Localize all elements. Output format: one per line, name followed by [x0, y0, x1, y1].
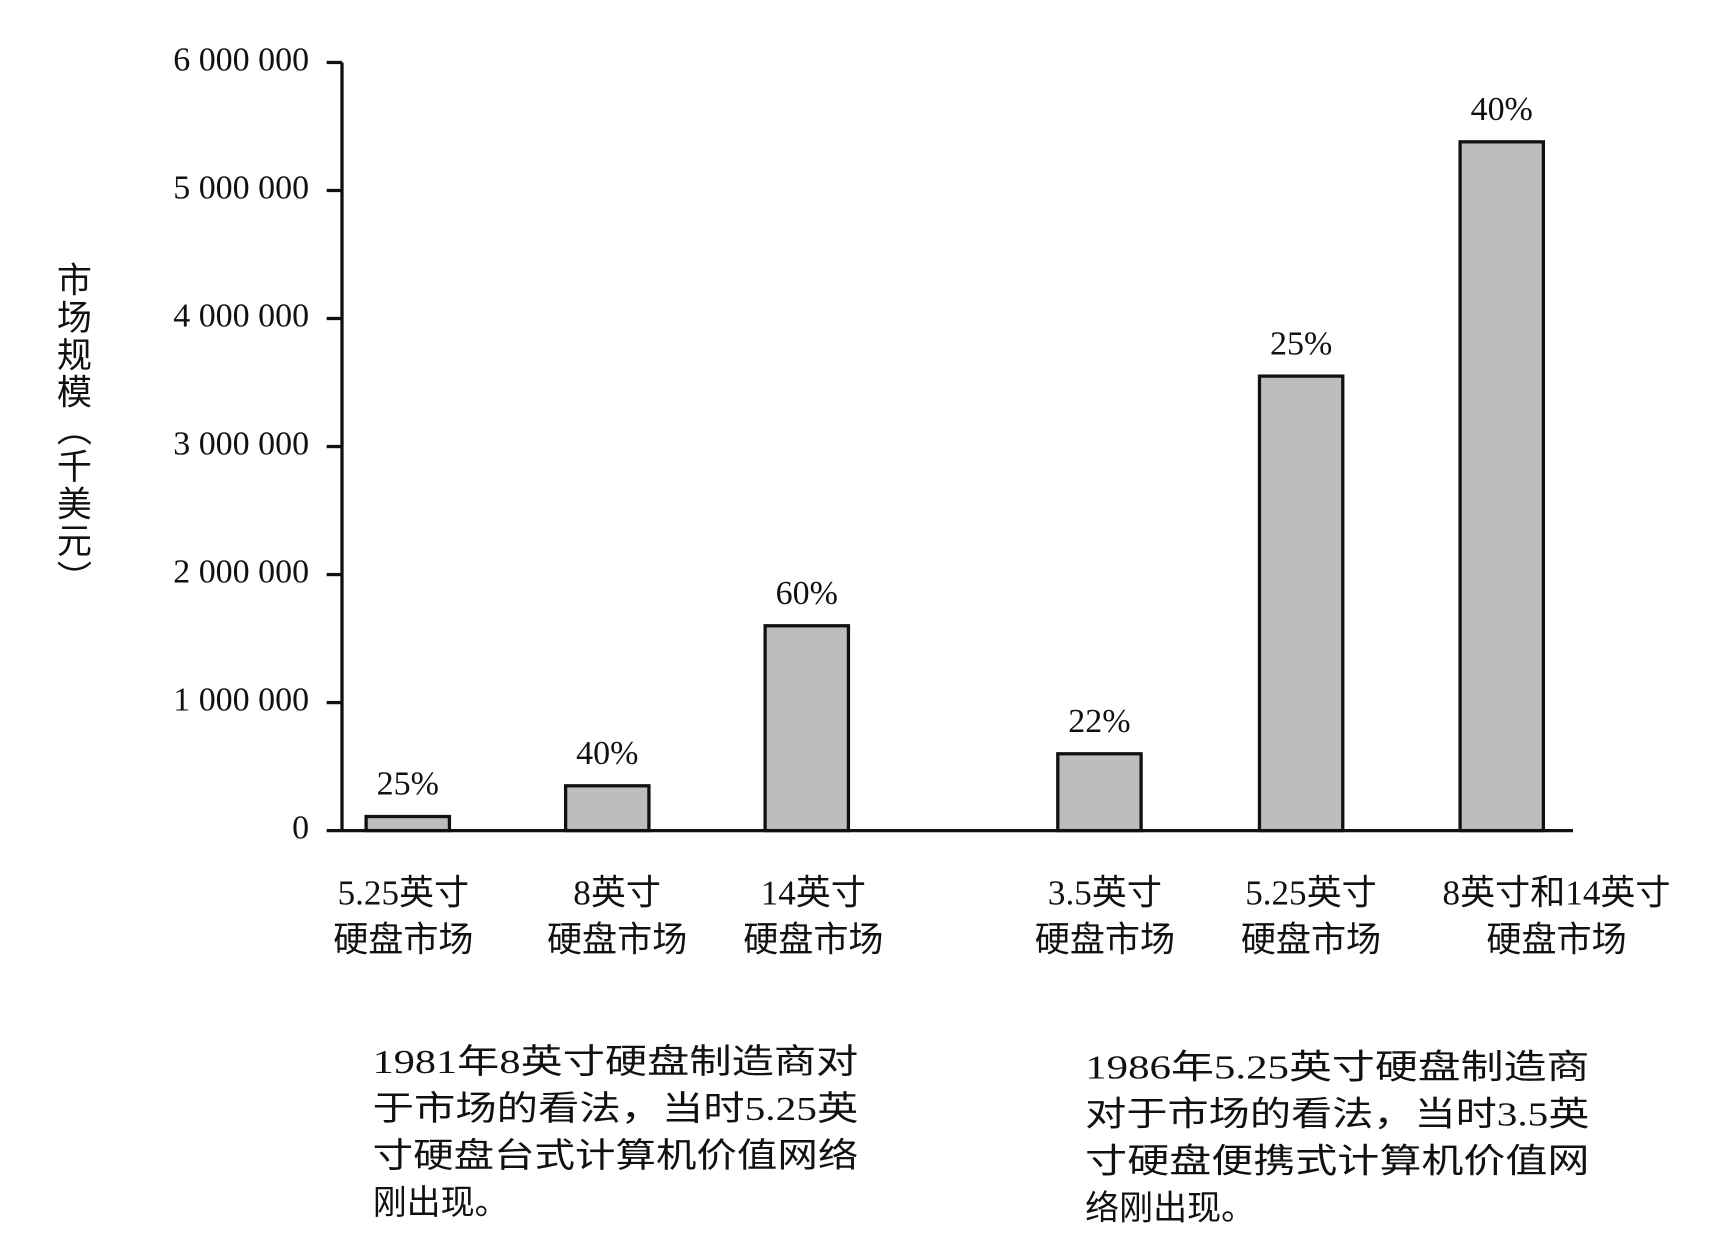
y-tick-label: 4 000 000 — [173, 297, 309, 334]
x-tick-label: 硬盘市场 — [333, 921, 473, 960]
caption-line: 络刚出现。 — [1085, 1190, 1255, 1228]
x-tick-label: 8英寸和14英寸 — [1443, 873, 1671, 912]
y-tick-label: 0 — [292, 809, 309, 846]
bar-annotation: 25% — [377, 766, 439, 803]
y-tick-label: 3 000 000 — [173, 425, 309, 462]
x-tick-label: 硬盘市场 — [1241, 921, 1381, 960]
caption-line: 1986年5.25英寸硬盘制造商 — [1085, 1048, 1589, 1086]
bar-annotation: 60% — [776, 575, 838, 612]
bar — [563, 784, 651, 833]
caption-line: 1981年8英寸硬盘制造商对 — [373, 1043, 859, 1081]
bar-annotation: 40% — [576, 735, 638, 772]
y-tick-label: 5 000 000 — [173, 169, 309, 206]
bar — [1056, 752, 1143, 833]
caption-line: 刚出现。 — [373, 1184, 509, 1222]
bar — [364, 814, 452, 833]
x-tick-label: 14英寸 — [761, 873, 866, 912]
bar-annotation: 22% — [1068, 703, 1130, 740]
caption-line: 于市场的看法，当时5.25英 — [373, 1090, 859, 1128]
bar-annotation: 40% — [1471, 91, 1533, 128]
x-tick-label: 5.25英寸 — [338, 873, 470, 912]
x-tick-label: 8英寸 — [573, 873, 661, 912]
x-tick-label: 硬盘市场 — [1035, 921, 1175, 960]
caption-line: 寸硬盘台式计算机价值网络 — [373, 1137, 859, 1175]
x-tick-label: 硬盘市场 — [1486, 921, 1626, 960]
bar — [763, 624, 851, 833]
y-tick-label: 1 000 000 — [173, 681, 309, 718]
x-tick-label: 硬盘市场 — [547, 921, 687, 960]
bar-annotation: 25% — [1270, 325, 1332, 362]
x-tick-label: 3.5英寸 — [1048, 873, 1162, 912]
y-tick-label: 6 000 000 — [173, 41, 309, 78]
caption-line: 寸硬盘便携式计算机价值网 — [1085, 1143, 1589, 1181]
y-axis-label: 市场规模（千美元） — [52, 262, 92, 597]
y-tick-label: 2 000 000 — [173, 553, 309, 590]
x-tick-label: 硬盘市场 — [743, 921, 883, 960]
bar — [1458, 140, 1546, 833]
bar — [1257, 374, 1345, 833]
caption-line: 对于市场的看法，当时3.5英 — [1085, 1095, 1589, 1133]
x-tick-label: 5.25英寸 — [1245, 873, 1377, 912]
